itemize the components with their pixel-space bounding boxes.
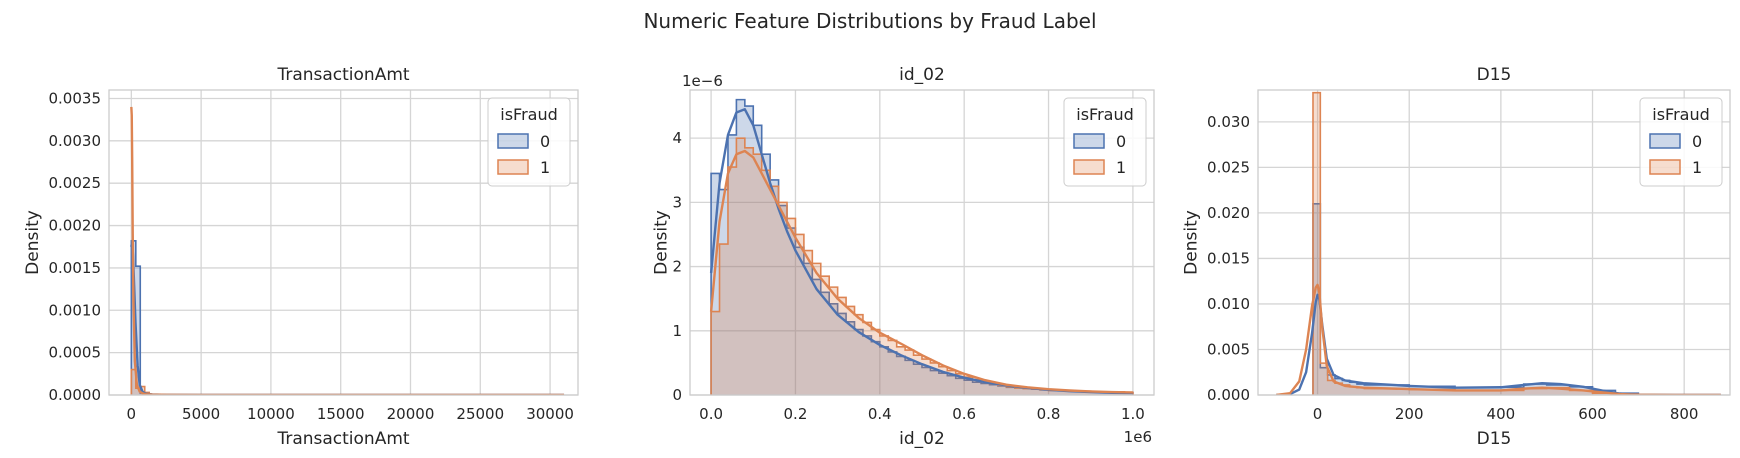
x-tick-label: 30000 [526,405,574,423]
y-tick-label: 0.010 [1207,295,1250,313]
hist-fill-0 [711,99,1133,395]
legend-swatch-0 [497,133,529,149]
legend-swatch-0 [1073,133,1105,149]
y-tick-label: 4 [672,129,682,147]
legend-box [1063,97,1147,187]
x-tick-label: 600 [1578,405,1607,423]
x-axis-label: id_02 [899,429,945,449]
y-tick-label: 0.0030 [49,132,102,150]
y-tick-label: 0.0005 [49,344,102,362]
x-tick-label: 200 [1395,405,1424,423]
x-axis-label: D15 [1477,429,1512,449]
x-tick-label: 0.0 [699,405,723,423]
legend-swatch-1 [1649,159,1681,175]
y-tick-label: 0.0035 [49,89,102,107]
legend: isFraud 0 1 [487,97,571,187]
x-tick-label: 0.4 [868,405,892,423]
x-tick-label: 800 [1670,405,1699,423]
panel-D15: 0 200 400 600 800 0.000 0.005 0.010 0.015 0.020 0.… [1182,65,1731,449]
x-tick-label: 400 [1487,405,1516,423]
legend-swatch-0 [1649,133,1681,149]
legend-swatch-1 [497,159,529,175]
legend-entry-0: 0 [1692,132,1702,151]
x-tick-label: 0.6 [952,405,976,423]
y-tick-label: 0.0010 [49,301,102,319]
legend-box [1639,97,1723,187]
axes-frame [689,89,1155,396]
y-tick-label: 2 [672,258,682,276]
legend-entry-0: 0 [540,132,550,151]
hist-outline-0 [1312,203,1640,395]
x-tick-label: 10000 [247,405,295,423]
hist-fill-1 [711,138,1133,395]
panel-id_02: 0.0 0.2 0.4 0.6 0.8 1.0 0 1 2 3 4 id_02 id_02 Density… [652,65,1155,449]
legend: isFraud 0 1 [1063,97,1147,187]
y-tick-label: 0.005 [1207,340,1250,358]
legend-title: isFraud [1652,105,1710,124]
y-offset-text: 1e−6 [682,72,723,90]
kde-line-0 [1276,293,1721,395]
y-axis-label: Density [23,210,43,275]
y-tick-label: 1 [672,322,682,340]
y-tick-label: 0.0020 [49,217,102,235]
y-tick-label: 0.020 [1207,204,1250,222]
kde-line-1 [709,149,1133,394]
panel-title: id_02 [899,65,945,85]
legend-entry-1: 1 [1116,158,1126,177]
axes-frame [1257,89,1731,396]
y-axis-label: Density [1182,210,1202,275]
kde-line-1 [1276,283,1721,395]
y-tick-label: 0.025 [1207,158,1250,176]
x-tick-label: 0.2 [784,405,808,423]
legend-title: isFraud [500,105,558,124]
x-tick-label: 15000 [317,405,365,423]
x-axis-label: TransactionAmt [276,429,409,449]
y-tick-label: 3 [672,193,682,211]
y-tick-label: 0 [672,386,682,404]
x-tick-label: 20000 [387,405,435,423]
figure-title: Numeric Feature Distributions by Fraud L… [643,9,1096,33]
y-tick-label: 0.0000 [49,386,102,404]
x-tick-label: 0 [127,405,137,423]
panel-title: D15 [1477,65,1512,85]
x-tick-label: 0 [1313,405,1323,423]
legend-title: isFraud [1076,105,1134,124]
x-tick-label: 1.0 [1121,405,1145,423]
y-tick-label: 0.000 [1207,386,1250,404]
x-tick-label: 0.8 [1037,405,1061,423]
hist-fill-0 [1312,203,1639,395]
axes-frame [108,89,579,396]
panel-title: TransactionAmt [276,65,409,85]
x-tick-label: 25000 [456,405,504,423]
panels: 0 5000 10000 15000 20000 25000 300000.00000.00… [23,65,1731,449]
legend-entry-1: 1 [1692,158,1702,177]
plot-area [1276,91,1721,395]
kde-line-0 [130,239,565,395]
y-tick-label: 0.030 [1207,113,1250,131]
plot-area [709,98,1134,395]
y-tick-label: 0.015 [1207,249,1250,267]
x-offset-text: 1e6 [1124,428,1152,446]
y-axis-label: Density [652,210,672,275]
legend-swatch-1 [1073,159,1105,175]
y-tick-label: 0.0015 [49,259,102,277]
legend-box [487,97,571,187]
legend-entry-1: 1 [540,158,550,177]
legend-entry-0: 0 [1116,132,1126,151]
x-tick-label: 5000 [182,405,220,423]
panel-TransactionAmt: 0 5000 10000 15000 20000 25000 30000 0.0000 0.00… [23,65,579,449]
y-tick-label: 0.0025 [49,174,102,192]
legend: isFraud 0 1 [1639,97,1723,187]
